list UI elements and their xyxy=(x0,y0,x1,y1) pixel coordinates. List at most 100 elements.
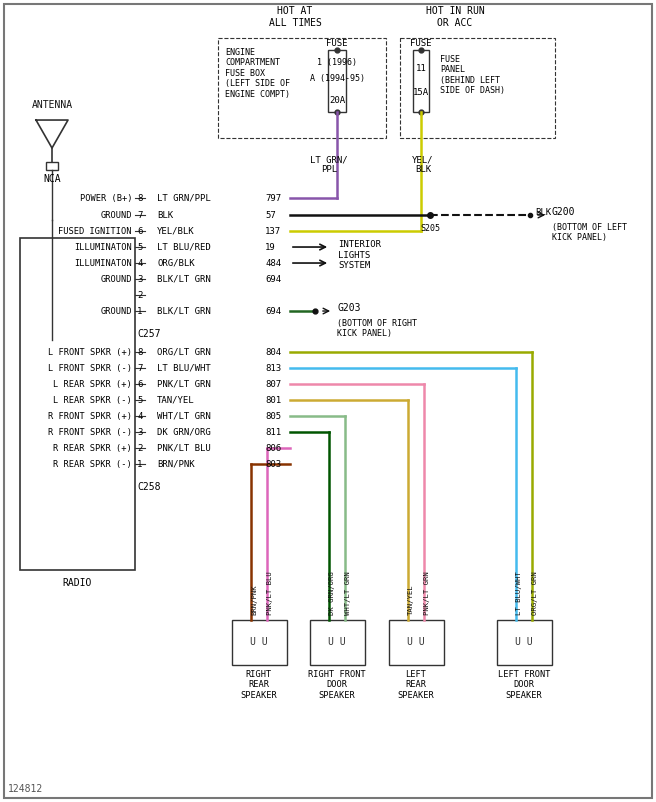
Text: 694: 694 xyxy=(265,306,281,315)
Text: FUSE
PANEL
(BEHIND LEFT
SIDE OF DASH): FUSE PANEL (BEHIND LEFT SIDE OF DASH) xyxy=(440,55,505,95)
Text: ORG/BLK: ORG/BLK xyxy=(157,258,195,268)
Text: U U: U U xyxy=(328,637,346,647)
Text: 137: 137 xyxy=(265,226,281,236)
Text: TAN/YEL: TAN/YEL xyxy=(408,585,414,615)
Text: HOT AT
ALL TIMES: HOT AT ALL TIMES xyxy=(268,6,321,28)
Text: U U: U U xyxy=(250,637,268,647)
Text: LEFT
REAR
SPEAKER: LEFT REAR SPEAKER xyxy=(398,670,434,700)
Text: 806: 806 xyxy=(265,444,281,452)
Text: L REAR SPKR (-): L REAR SPKR (-) xyxy=(53,395,132,404)
Text: 124812: 124812 xyxy=(8,784,43,794)
Text: C257: C257 xyxy=(137,329,161,339)
Text: 4: 4 xyxy=(137,411,142,420)
Text: LT GRN/PPL: LT GRN/PPL xyxy=(157,193,211,203)
Text: L REAR SPKR (+): L REAR SPKR (+) xyxy=(53,379,132,388)
Text: LT GRN/
PPL: LT GRN/ PPL xyxy=(310,155,348,174)
Text: 484: 484 xyxy=(265,258,281,268)
Text: DK GRN/ORG: DK GRN/ORG xyxy=(329,571,335,615)
Text: BLK: BLK xyxy=(157,211,173,220)
Text: C258: C258 xyxy=(137,482,161,492)
Text: 694: 694 xyxy=(265,274,281,284)
Bar xyxy=(328,50,346,112)
Text: 807: 807 xyxy=(265,379,281,388)
Text: S205: S205 xyxy=(420,224,440,233)
Text: (BOTTOM OF RIGHT
KICK PANEL): (BOTTOM OF RIGHT KICK PANEL) xyxy=(337,319,417,338)
Text: ANTENNA: ANTENNA xyxy=(31,100,73,110)
Text: 5: 5 xyxy=(137,242,142,252)
Text: 805: 805 xyxy=(265,411,281,420)
Text: GROUND: GROUND xyxy=(100,306,132,315)
Text: PNK/LT GRN: PNK/LT GRN xyxy=(424,571,430,615)
Text: WHT/LT GRN: WHT/LT GRN xyxy=(157,411,211,420)
Text: BLK: BLK xyxy=(535,208,551,217)
Text: 7: 7 xyxy=(137,211,142,220)
Bar xyxy=(413,50,429,112)
Text: RADIO: RADIO xyxy=(63,578,92,588)
Text: 7: 7 xyxy=(137,363,142,372)
Text: TAN/YEL: TAN/YEL xyxy=(157,395,195,404)
Text: G203: G203 xyxy=(337,303,361,313)
Bar xyxy=(389,620,444,665)
Text: 1: 1 xyxy=(137,306,142,315)
Text: 804: 804 xyxy=(265,347,281,357)
Bar xyxy=(46,162,58,170)
Text: L FRONT SPKR (-): L FRONT SPKR (-) xyxy=(48,363,132,372)
Text: RIGHT FRONT
DOOR
SPEAKER: RIGHT FRONT DOOR SPEAKER xyxy=(308,670,366,700)
Bar xyxy=(310,620,365,665)
Text: LT BLU/WHT: LT BLU/WHT xyxy=(516,571,522,615)
Text: 19: 19 xyxy=(265,242,276,252)
Text: PNK/LT BLU: PNK/LT BLU xyxy=(157,444,211,452)
Text: FUSED IGNITION: FUSED IGNITION xyxy=(58,226,132,236)
Text: FUSE: FUSE xyxy=(410,39,432,48)
Text: PNK/LT BLU: PNK/LT BLU xyxy=(267,571,273,615)
Text: 3: 3 xyxy=(137,427,142,436)
Bar xyxy=(218,38,386,138)
Text: R REAR SPKR (+): R REAR SPKR (+) xyxy=(53,444,132,452)
Text: BLK/LT GRN: BLK/LT GRN xyxy=(157,274,211,284)
Text: BRN/PNK: BRN/PNK xyxy=(251,585,257,615)
Text: FUSE: FUSE xyxy=(326,39,348,48)
Bar xyxy=(400,38,555,138)
Text: POWER (B+): POWER (B+) xyxy=(79,193,132,203)
Bar xyxy=(20,238,135,570)
Text: ENGINE
COMPARTMENT
FUSE BOX
(LEFT SIDE OF
ENGINE COMPT): ENGINE COMPARTMENT FUSE BOX (LEFT SIDE O… xyxy=(225,48,290,99)
Text: WHT/LT GRN: WHT/LT GRN xyxy=(345,571,351,615)
Text: RIGHT
REAR
SPEAKER: RIGHT REAR SPEAKER xyxy=(241,670,277,700)
Text: U U: U U xyxy=(407,637,425,647)
Text: HOT IN RUN
OR ACC: HOT IN RUN OR ACC xyxy=(426,6,484,28)
Text: LEFT FRONT
DOOR
SPEAKER: LEFT FRONT DOOR SPEAKER xyxy=(498,670,550,700)
Text: 11: 11 xyxy=(416,63,426,72)
Text: 6: 6 xyxy=(137,226,142,236)
Text: 8: 8 xyxy=(137,193,142,203)
Text: DK GRN/ORG: DK GRN/ORG xyxy=(157,427,211,436)
Text: ILLUMINATON: ILLUMINATON xyxy=(74,258,132,268)
Text: A (1994-95): A (1994-95) xyxy=(310,74,365,83)
Text: G200: G200 xyxy=(552,207,575,217)
Text: 801: 801 xyxy=(265,395,281,404)
Text: LT BLU/WHT: LT BLU/WHT xyxy=(157,363,211,372)
Text: 803: 803 xyxy=(265,460,281,468)
Text: 2: 2 xyxy=(137,444,142,452)
Text: LT BLU/RED: LT BLU/RED xyxy=(157,242,211,252)
Text: GROUND: GROUND xyxy=(100,274,132,284)
Text: U U: U U xyxy=(515,637,533,647)
Text: ORG/LT GRN: ORG/LT GRN xyxy=(532,571,538,615)
Text: 6: 6 xyxy=(137,379,142,388)
Text: 20A: 20A xyxy=(329,95,345,104)
Text: ILLUMINATON: ILLUMINATON xyxy=(74,242,132,252)
Text: PNK/LT GRN: PNK/LT GRN xyxy=(157,379,211,388)
Text: 813: 813 xyxy=(265,363,281,372)
Text: YEL/BLK: YEL/BLK xyxy=(157,226,195,236)
Bar xyxy=(232,620,287,665)
Text: GROUND: GROUND xyxy=(100,211,132,220)
Text: 811: 811 xyxy=(265,427,281,436)
Text: 15A: 15A xyxy=(413,87,429,96)
Text: YEL/
BLK: YEL/ BLK xyxy=(412,155,434,174)
Bar xyxy=(497,620,552,665)
Text: 1: 1 xyxy=(137,460,142,468)
Text: 8: 8 xyxy=(137,347,142,357)
Text: INTERIOR
LIGHTS
SYSTEM: INTERIOR LIGHTS SYSTEM xyxy=(338,240,381,270)
Text: 1 (1996): 1 (1996) xyxy=(317,58,357,67)
Text: BRN/PNK: BRN/PNK xyxy=(157,460,195,468)
Text: 5: 5 xyxy=(137,395,142,404)
